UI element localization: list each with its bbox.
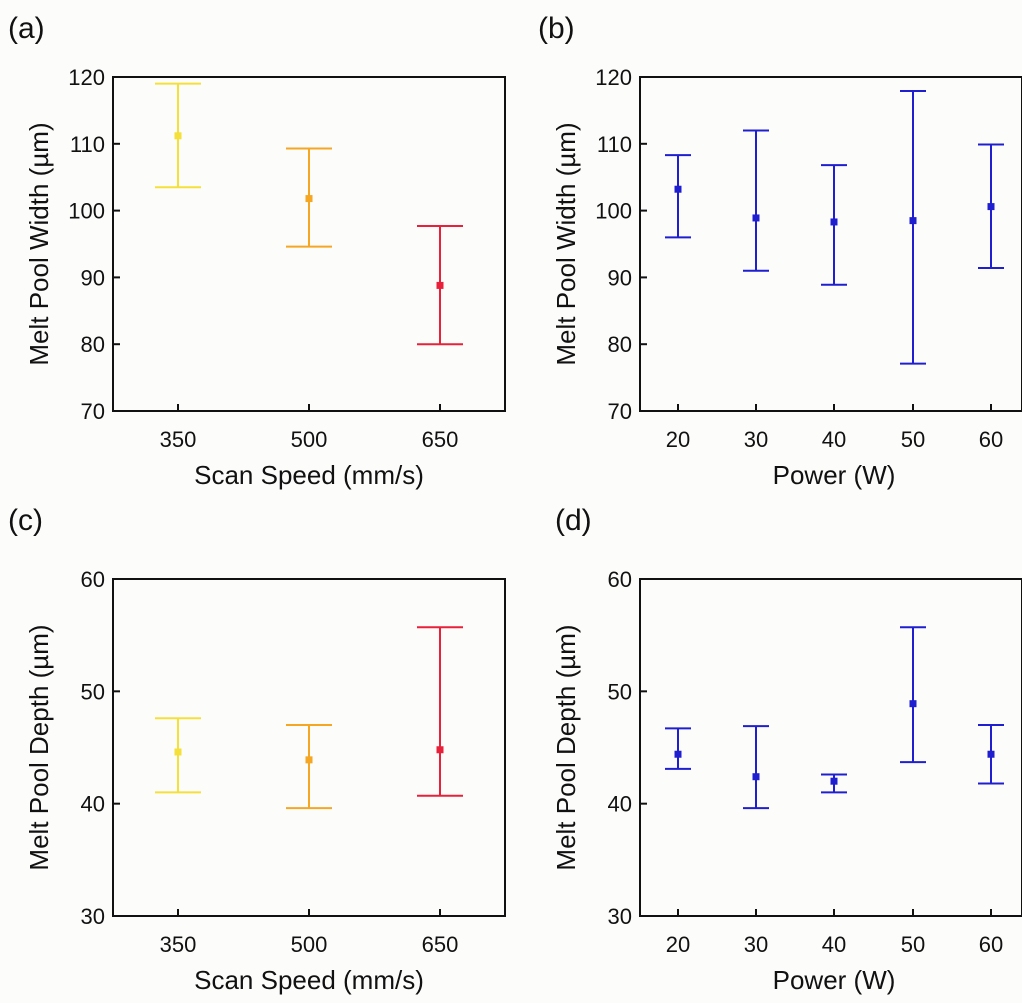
- panel-label: (d): [555, 504, 592, 537]
- data-point: [174, 748, 182, 756]
- data-point: [909, 217, 917, 225]
- data-point: [674, 750, 682, 758]
- y-tick-label: 100: [595, 199, 632, 224]
- y-tick-label: 100: [68, 199, 105, 224]
- y-axis-title: Melt Pool Depth (µm): [551, 624, 581, 870]
- y-tick-label: 120: [595, 65, 632, 90]
- x-tick-label: 30: [744, 932, 768, 957]
- data-point: [909, 700, 917, 708]
- data-point: [830, 777, 838, 785]
- y-tick-label: 40: [81, 792, 105, 817]
- plot-frame: [639, 76, 1022, 412]
- x-tick-label: 650: [422, 932, 459, 957]
- y-tick-label: 60: [81, 567, 105, 592]
- data-point: [174, 132, 182, 140]
- x-axis-title: Scan Speed (mm/s): [194, 965, 424, 995]
- y-axis-title: Melt Pool Width (µm): [24, 122, 54, 365]
- data-point: [987, 750, 995, 758]
- data-point: [674, 185, 682, 193]
- panel-label: (a): [8, 12, 45, 45]
- y-tick-label: 40: [608, 792, 632, 817]
- data-point: [305, 195, 313, 203]
- y-tick-label: 90: [608, 265, 632, 290]
- x-axis-title: Power (W): [773, 965, 896, 995]
- y-tick-label: 120: [68, 65, 105, 90]
- x-tick-label: 30: [744, 427, 768, 452]
- y-axis-title: Melt Pool Width (µm): [551, 122, 581, 365]
- x-tick-label: 50: [901, 427, 925, 452]
- y-tick-label: 110: [597, 132, 632, 157]
- x-tick-label: 20: [666, 932, 690, 957]
- data-point: [305, 756, 313, 764]
- x-axis-title: Power (W): [773, 460, 896, 490]
- panel-label: (b): [538, 12, 575, 45]
- x-tick-label: 20: [666, 427, 690, 452]
- data-point: [436, 746, 444, 754]
- y-tick-label: 90: [81, 265, 105, 290]
- y-axis-title: Melt Pool Depth (µm): [24, 624, 54, 870]
- y-tick-label: 80: [81, 332, 105, 357]
- x-tick-label: 50: [901, 932, 925, 957]
- x-axis-title: Scan Speed (mm/s): [194, 460, 424, 490]
- y-tick-label: 60: [608, 567, 632, 592]
- x-tick-label: 60: [979, 427, 1003, 452]
- x-tick-label: 40: [822, 932, 846, 957]
- y-tick-label: 50: [81, 679, 105, 704]
- data-point: [752, 773, 760, 781]
- x-tick-label: 350: [160, 932, 197, 957]
- y-tick-label: 80: [608, 332, 632, 357]
- y-tick-label: 110: [70, 132, 105, 157]
- x-tick-label: 500: [291, 932, 328, 957]
- x-tick-label: 650: [422, 427, 459, 452]
- x-tick-label: 60: [979, 932, 1003, 957]
- panel-label: (c): [8, 504, 43, 537]
- x-tick-label: 500: [291, 427, 328, 452]
- y-tick-label: 70: [81, 399, 105, 424]
- y-tick-label: 30: [81, 904, 105, 929]
- data-point: [987, 203, 995, 211]
- y-tick-label: 30: [608, 904, 632, 929]
- y-tick-label: 50: [608, 679, 632, 704]
- plot-frame: [639, 578, 1022, 917]
- data-point: [436, 281, 444, 289]
- data-point: [830, 218, 838, 226]
- x-tick-label: 350: [160, 427, 197, 452]
- x-tick-label: 40: [822, 427, 846, 452]
- data-point: [752, 214, 760, 222]
- y-tick-label: 70: [608, 399, 632, 424]
